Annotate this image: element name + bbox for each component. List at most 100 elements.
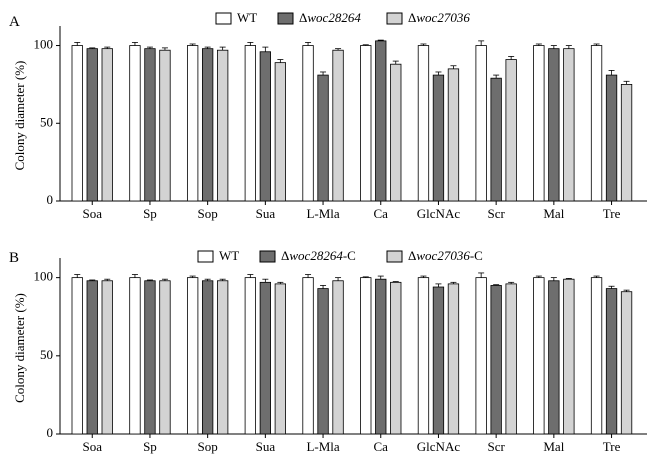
bar-woc28264-Mal xyxy=(548,48,560,202)
legend-entry: Δwoc27036-C xyxy=(408,248,483,263)
bar-woc27036-Tre xyxy=(620,84,633,202)
bar-woc27036-Sua xyxy=(274,62,287,202)
x-tick-label: Tre xyxy=(603,439,621,454)
bar-WT-GlcNAc xyxy=(417,277,430,435)
bar-WT-Soa xyxy=(71,277,83,435)
x-tick-label: Scr xyxy=(487,206,505,221)
x-tick-label: Scr xyxy=(487,439,505,454)
y-tick-label: 0 xyxy=(47,192,54,207)
bar-WT-Tre xyxy=(590,277,603,435)
bar-woc27036-Scr xyxy=(505,59,517,202)
bar-woc27036-Mal xyxy=(563,278,575,435)
legend-entry: Δwoc28264 xyxy=(299,10,361,25)
chart-panel-A: A WT Δwoc28264 Δwoc27036 Colony diameter (%)… xyxy=(9,10,647,221)
bar-woc27036-Mal xyxy=(563,48,575,202)
legend-swatch xyxy=(386,250,403,263)
bar-woc28264-Soa xyxy=(86,48,98,202)
x-tick-label: L-Mla xyxy=(306,439,339,454)
bar-woc27036-GlcNAc xyxy=(447,68,460,202)
bar-WT-L-Mla xyxy=(302,45,314,202)
legend-entry: Δwoc27036 xyxy=(408,10,470,25)
bar-WT-Ca xyxy=(360,277,372,435)
bar-woc28264-GlcNAc xyxy=(432,74,445,202)
bar-woc28264-Scr xyxy=(490,77,502,202)
x-tick-label: Sop xyxy=(198,206,218,221)
bar-woc28264-Sp xyxy=(144,48,156,202)
x-tick-label: Ca xyxy=(374,206,389,221)
legend-entry: Δwoc28264-C xyxy=(281,248,356,263)
legend: WT Δwoc28264-C Δwoc27036-C xyxy=(197,248,483,263)
y-axis-label: Colony diameter (%) xyxy=(12,293,27,403)
bar-woc27036-GlcNAc xyxy=(447,283,460,435)
bar-woc28264-Ca xyxy=(375,40,387,202)
legend-entry: WT xyxy=(237,10,257,25)
x-tick-label: Sua xyxy=(256,439,276,454)
y-tick-label: 100 xyxy=(34,269,54,284)
y-tick-label: 50 xyxy=(40,114,53,129)
bar-woc28264-Sop xyxy=(201,280,214,435)
x-tick-label: Soa xyxy=(83,206,103,221)
panel-label: B xyxy=(9,250,19,266)
bar-woc27036-Sp xyxy=(159,49,171,202)
bar-WT-Sp xyxy=(129,277,141,435)
bar-woc28264-Tre xyxy=(605,74,618,202)
bar-woc28264-L-Mla xyxy=(317,288,329,435)
legend-swatch xyxy=(259,250,276,263)
x-tick-label: Soa xyxy=(83,439,103,454)
x-tick-label: Sop xyxy=(198,439,218,454)
bar-WT-Sp xyxy=(129,45,141,202)
x-tick-label: Mal xyxy=(543,439,564,454)
y-tick-label: 50 xyxy=(40,347,53,362)
x-tick-label: Tre xyxy=(603,206,621,221)
bar-woc27036-Scr xyxy=(505,283,517,435)
bar-woc28264-Ca xyxy=(375,278,387,435)
bar-woc28264-Scr xyxy=(490,285,502,435)
bar-woc28264-Tre xyxy=(605,288,618,435)
bar-WT-Sop xyxy=(186,277,199,435)
x-tick-label: Ca xyxy=(374,439,389,454)
y-axis-label: Colony diameter (%) xyxy=(12,61,27,171)
legend-entry: WT xyxy=(219,248,239,263)
bar-woc27036-Sop xyxy=(216,49,229,202)
bar-woc28264-Mal xyxy=(548,280,560,435)
bar-WT-Scr xyxy=(475,277,487,435)
bar-woc27036-Sua xyxy=(274,283,287,435)
bar-woc28264-Sop xyxy=(201,48,214,202)
bar-woc28264-Soa xyxy=(86,280,98,435)
y-tick-label: 0 xyxy=(47,425,54,440)
bar-woc27036-Sp xyxy=(159,280,171,435)
bar-WT-Sop xyxy=(186,45,199,202)
bar-woc28264-Sp xyxy=(144,280,156,435)
bar-WT-Tre xyxy=(590,45,603,202)
bar-woc28264-Sua xyxy=(259,51,272,202)
bar-WT-Sua xyxy=(244,45,257,202)
bar-woc27036-L-Mla xyxy=(332,280,344,435)
bar-WT-L-Mla xyxy=(302,277,314,435)
bar-woc27036-Soa xyxy=(101,48,113,202)
x-tick-label: Sp xyxy=(143,439,157,454)
legend-swatch xyxy=(386,12,403,25)
x-tick-label: GlcNAc xyxy=(417,439,461,454)
bar-woc27036-Ca xyxy=(390,281,402,435)
bar-WT-Mal xyxy=(533,45,545,202)
bar-WT-Mal xyxy=(533,277,545,435)
x-tick-label: GlcNAc xyxy=(417,206,461,221)
y-tick-label: 100 xyxy=(34,37,54,52)
x-tick-label: L-Mla xyxy=(306,206,339,221)
bar-woc27036-Soa xyxy=(101,280,113,435)
x-tick-label: Sp xyxy=(143,206,157,221)
bar-woc27036-L-Mla xyxy=(332,49,344,202)
x-tick-label: Mal xyxy=(543,206,564,221)
bar-WT-GlcNAc xyxy=(417,45,430,202)
legend-swatch xyxy=(215,12,232,25)
legend: WT Δwoc28264 Δwoc27036 xyxy=(215,10,470,25)
bar-WT-Sua xyxy=(244,277,257,435)
bar-woc27036-Ca xyxy=(390,63,402,202)
bar-WT-Scr xyxy=(475,45,487,202)
bar-woc27036-Tre xyxy=(620,291,633,435)
legend-swatch xyxy=(277,12,294,25)
chart-panel-B: B WT Δwoc28264-C Δwoc27036-C Colony diameter… xyxy=(9,248,647,454)
legend-swatch xyxy=(197,250,214,263)
bar-woc28264-Sua xyxy=(259,281,272,435)
